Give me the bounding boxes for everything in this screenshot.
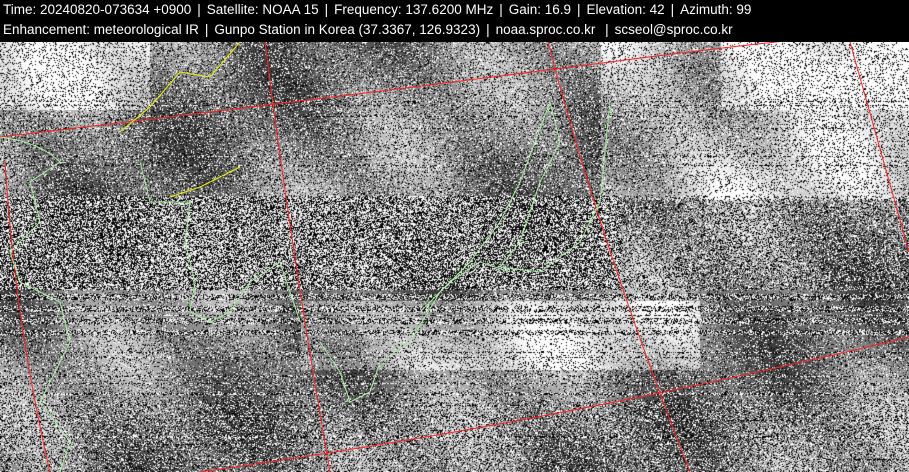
coastlines <box>0 100 611 472</box>
coastline <box>139 161 301 323</box>
email-text: scseol@sproc.co.kr <box>614 22 733 37</box>
time-text: Time: 20240820-073634 +0900 <box>3 2 192 17</box>
satellite-image <box>0 42 909 472</box>
coastline <box>0 136 71 472</box>
info-line-2: Enhancement: meteorological IR | Gunpo Sta… <box>3 22 733 37</box>
grid-latitude-line <box>0 42 781 138</box>
grid-longitude-line <box>849 42 909 253</box>
map-overlay <box>0 42 909 472</box>
border-line <box>119 42 241 198</box>
gain-text: Gain: 16.9 <box>508 2 572 17</box>
grid-longitude-line <box>4 161 51 472</box>
coastline <box>319 100 611 403</box>
elevation-text: Elevation: 42 <box>586 2 665 17</box>
station-text: Gunpo Station in Korea (37.3367, 126.932… <box>214 22 481 37</box>
lat-lon-grid <box>0 42 909 472</box>
info-line-1: Time: 20240820-073634 +0900 | Satellite: N… <box>3 2 752 17</box>
enhancement-text: Enhancement: meteorological IR <box>3 22 199 37</box>
satellite-text: Satellite: NOAA 15 <box>206 2 319 17</box>
coastline <box>419 261 511 313</box>
frequency-text: Frequency: 137.6200 MHz <box>334 2 494 17</box>
info-header: Time: 20240820-073634 +0900 | Satellite: N… <box>0 0 909 42</box>
azimuth-text: Azimuth: 99 <box>680 2 752 17</box>
grid-longitude-line <box>264 42 331 472</box>
grid-latitude-line <box>199 336 909 472</box>
grid-longitude-line <box>547 42 691 472</box>
website-text: noaa.sproc.co.kr <box>495 22 596 37</box>
